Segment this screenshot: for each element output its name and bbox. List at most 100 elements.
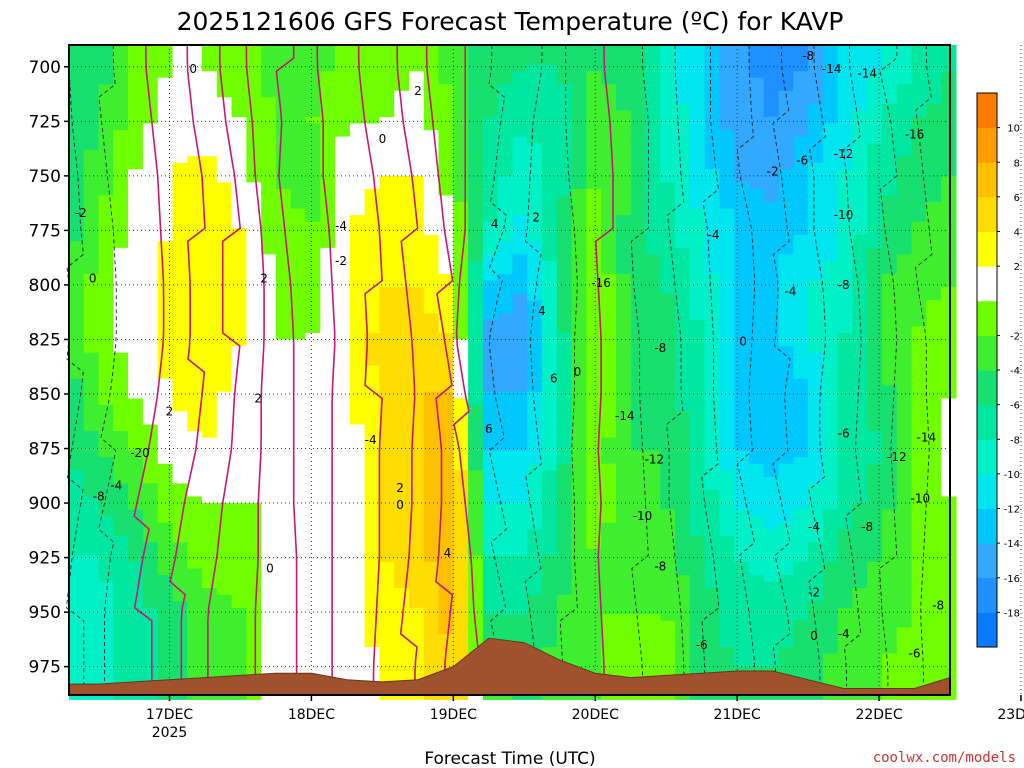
heatmap-cell: [749, 575, 765, 583]
heatmap-cell: [719, 444, 735, 452]
heatmap-cell: [763, 411, 780, 419]
heatmap-cell: [320, 234, 336, 242]
heatmap-cell: [675, 221, 691, 229]
heatmap-cell: [423, 450, 440, 458]
heatmap-cell: [601, 143, 617, 151]
heatmap-cell: [261, 561, 277, 569]
heatmap-cell: [482, 548, 499, 556]
heatmap-cell: [83, 444, 100, 452]
heatmap-cell: [675, 470, 691, 478]
heatmap-cell: [379, 568, 395, 576]
heatmap-cell: [290, 130, 307, 138]
heatmap-cell: [275, 51, 292, 59]
heatmap-cell: [394, 306, 410, 314]
heatmap-cell: [719, 496, 735, 504]
heatmap-cell: [615, 660, 632, 668]
heatmap-cell: [113, 247, 129, 255]
heatmap-cell: [793, 509, 809, 517]
heatmap-cell: [704, 156, 720, 164]
heatmap-cell: [438, 84, 454, 92]
heatmap-cell: [615, 653, 632, 661]
heatmap-cell: [187, 306, 203, 314]
heatmap-cell: [615, 365, 632, 373]
heatmap-cell: [778, 260, 794, 268]
heatmap-cell: [601, 123, 617, 131]
heatmap-cell: [689, 352, 706, 360]
heatmap-cell: [394, 274, 410, 282]
heatmap-cell: [394, 175, 410, 183]
heatmap-cell: [113, 365, 129, 373]
heatmap-cell: [749, 352, 765, 360]
heatmap-cell: [778, 391, 794, 399]
heatmap-cell: [128, 444, 144, 452]
heatmap-cell: [527, 476, 543, 484]
heatmap-cell: [615, 293, 632, 301]
heatmap-cell: [749, 692, 765, 700]
heatmap-cell: [704, 260, 720, 268]
heatmap-cell: [438, 274, 454, 282]
heatmap-cell: [468, 169, 484, 177]
heatmap-cell: [482, 620, 499, 628]
heatmap-cell: [675, 653, 691, 661]
heatmap-cell: [542, 359, 558, 367]
heatmap-cell: [734, 424, 750, 432]
heatmap-cell: [187, 97, 203, 105]
heatmap-cell: [246, 300, 262, 308]
heatmap-cell: [453, 90, 469, 98]
heatmap-cell: [172, 633, 188, 641]
heatmap-cell: [394, 633, 410, 641]
heatmap-cell: [349, 568, 366, 576]
heatmap-cell: [497, 542, 514, 550]
heatmap-cell: [719, 359, 735, 367]
heatmap-cell: [379, 660, 395, 668]
heatmap-cell: [394, 143, 410, 151]
heatmap-cell: [542, 529, 558, 537]
heatmap-cell: [601, 444, 617, 452]
heatmap-cell: [335, 306, 351, 314]
heatmap-cell: [320, 516, 336, 524]
heatmap-cell: [261, 339, 277, 347]
heatmap-cell: [364, 503, 380, 511]
heatmap-cell: [128, 378, 144, 386]
heatmap-cell: [793, 247, 809, 255]
heatmap-cell: [542, 77, 558, 85]
heatmap-cell: [172, 418, 188, 426]
heatmap-cell: [689, 561, 706, 569]
heatmap-cell: [482, 241, 499, 249]
heatmap-cell: [246, 470, 262, 478]
heatmap-cell: [128, 234, 144, 242]
heatmap-cell: [749, 490, 765, 498]
heatmap-cell: [571, 620, 587, 628]
heatmap-cell: [335, 247, 351, 255]
heatmap-cell: [497, 391, 514, 399]
heatmap-cell: [763, 424, 780, 432]
heatmap-cell: [719, 522, 735, 530]
heatmap-cell: [409, 424, 425, 432]
heatmap-cell: [468, 483, 484, 491]
heatmap-cell: [453, 444, 469, 452]
heatmap-cell: [409, 516, 425, 524]
heatmap-cell: [202, 653, 218, 661]
heatmap-cell: [645, 424, 661, 432]
heatmap-cell: [453, 103, 469, 111]
heatmap-cell: [113, 110, 129, 118]
heatmap-cell: [349, 437, 366, 445]
heatmap-cell: [409, 614, 425, 622]
heatmap-cell: [482, 509, 499, 517]
heatmap-cell: [438, 293, 454, 301]
heatmap-cell: [763, 588, 780, 596]
heatmap-cell: [202, 182, 218, 190]
heatmap-cell: [542, 692, 558, 700]
heatmap-cell: [645, 509, 661, 517]
heatmap-cell: [497, 58, 514, 66]
heatmap-cell: [630, 162, 647, 170]
heatmap-cell: [172, 404, 188, 412]
heatmap-cell: [527, 162, 543, 170]
heatmap-cell: [704, 280, 720, 288]
heatmap-cell: [793, 483, 809, 491]
heatmap-cell: [379, 247, 395, 255]
heatmap-cell: [556, 404, 573, 412]
heatmap-cell: [689, 123, 706, 131]
heatmap-cell: [586, 300, 602, 308]
heatmap-cell: [527, 274, 543, 282]
